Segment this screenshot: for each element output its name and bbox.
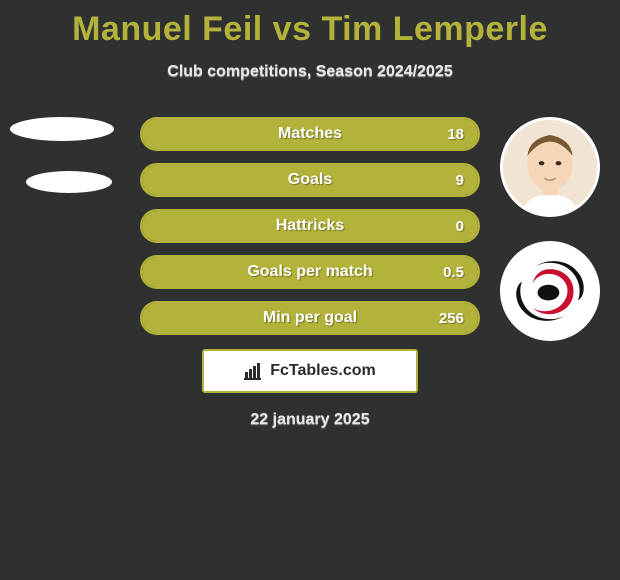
stat-row-goals-per-match: Goals per match 0.5 bbox=[140, 255, 480, 289]
player2-club-logo bbox=[500, 241, 600, 341]
bar-chart-icon bbox=[244, 362, 264, 380]
stat-value: 256 bbox=[439, 303, 464, 333]
stat-row-min-per-goal: Min per goal 256 bbox=[140, 301, 480, 335]
watermark-text: FcTables.com bbox=[270, 362, 376, 380]
watermark: FcTables.com bbox=[202, 349, 418, 393]
stat-label: Min per goal bbox=[142, 303, 478, 333]
player1-placeholder-1 bbox=[10, 117, 114, 141]
player1-placeholder-2 bbox=[26, 171, 112, 193]
stat-label: Goals bbox=[142, 165, 478, 195]
stat-bars: Matches 18 Goals 9 Hattricks 0 Goals per… bbox=[140, 117, 480, 335]
player2-photo bbox=[500, 117, 600, 217]
subtitle: Club competitions, Season 2024/2025 bbox=[0, 63, 620, 81]
stat-row-matches: Matches 18 bbox=[140, 117, 480, 151]
stat-row-goals: Goals 9 bbox=[140, 163, 480, 197]
stat-label: Hattricks bbox=[142, 211, 478, 241]
stats-area: Matches 18 Goals 9 Hattricks 0 Goals per… bbox=[0, 117, 620, 337]
comparison-infographic: Manuel Feil vs Tim Lemperle Club competi… bbox=[0, 0, 620, 580]
stat-label: Matches bbox=[142, 119, 478, 149]
face-icon bbox=[503, 117, 597, 217]
stat-value: 9 bbox=[456, 165, 464, 195]
stat-value: 18 bbox=[447, 119, 464, 149]
stat-row-hattricks: Hattricks 0 bbox=[140, 209, 480, 243]
stat-value: 0.5 bbox=[443, 257, 464, 287]
page-title: Manuel Feil vs Tim Lemperle bbox=[0, 0, 620, 49]
stat-label: Goals per match bbox=[142, 257, 478, 287]
hurricane-logo-icon bbox=[511, 252, 589, 330]
stat-value: 0 bbox=[456, 211, 464, 241]
date: 22 january 2025 bbox=[0, 411, 620, 429]
